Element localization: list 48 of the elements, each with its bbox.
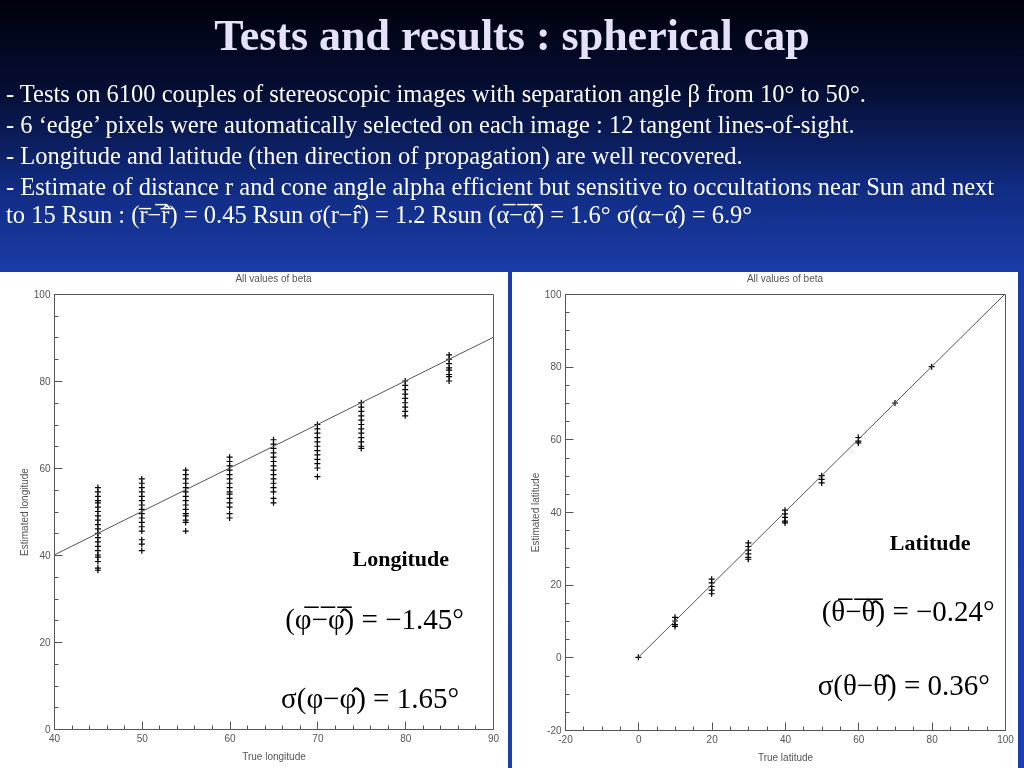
x-tick-label: 40	[779, 733, 792, 745]
y-tick-label: 0	[44, 723, 51, 735]
x-tick-label: 20	[706, 733, 719, 745]
y-tick-label: -20	[547, 724, 562, 736]
x-tick-label: 100	[997, 733, 1015, 745]
x-tick-label: 50	[136, 732, 149, 744]
text: - Estimate of distance r and cone angle alpha efficient but sensitive to occultations near Sun and next to 15 Rsun : (r̅−̅r̂̅) = 0.45 Rsun σ(r−r̂) = 1.2 Rsun (α̅−̅α̂̅) = 1.6° σ(α−α̂) = 6.9°	[6, 173, 995, 229]
annotation: σ(θ−θ̂) = 0.36°	[817, 669, 990, 703]
text: - Longitude and latitude (then direction of propagation) are well recovered.	[6, 142, 743, 170]
x-axis-title: True longitude	[242, 750, 307, 762]
x-tick-label: 80	[926, 733, 939, 745]
y-tick-label: 40	[39, 549, 51, 561]
x-tick-label: 0	[636, 733, 643, 745]
point	[671, 617, 679, 625]
annotation: Latitude	[889, 529, 971, 555]
annotation: Longitude	[352, 546, 450, 572]
chart-title: All values of beta	[235, 273, 313, 284]
x-tick-label: 70	[312, 732, 324, 744]
y-axis-title: Estimated longitude	[18, 467, 30, 556]
y-tick-label: 80	[550, 361, 562, 373]
x-tick-label: 80	[400, 732, 412, 744]
y-tick-label: 60	[550, 433, 562, 445]
point	[891, 399, 899, 407]
y-tick-label: 40	[550, 506, 562, 518]
x-tick-label: 90	[487, 732, 500, 744]
text: - 6 ‘edge’ pixels were automatically selected on each image : 12 tangent lines-of-sight.	[6, 111, 855, 138]
y-tick-label: 100	[33, 288, 51, 300]
point	[744, 539, 752, 547]
y-tick-label: 0	[555, 651, 562, 663]
x-tick-label: -20	[558, 733, 574, 745]
y-tick-label: 100	[544, 288, 562, 300]
x-axis-title: True latitude	[757, 751, 814, 763]
chart-title: All values of beta	[746, 273, 824, 284]
annotation: (θ̅−̅θ̂̅) = −0.24°	[821, 595, 995, 629]
x-tick-label: 60	[853, 733, 865, 745]
point	[818, 479, 826, 487]
y-axis-title: Estimated latitude	[529, 472, 541, 553]
y-tick-label: 60	[39, 462, 51, 474]
text: - Tests on 6100 couples of stereoscopic images with separation angle β from 10° to 50°.	[6, 80, 866, 107]
y-tick-label: 20	[550, 579, 562, 591]
x-tick-label: 40	[48, 732, 61, 744]
x-tick-label: 60	[224, 732, 237, 744]
y-tick-label: 20	[39, 636, 51, 648]
annotation: σ(φ−φ̂) = 1.65°	[281, 681, 460, 715]
point	[708, 586, 716, 594]
annotation: (φ̅−̅φ̂̅) = −1.45°	[285, 603, 464, 637]
y-tick-label: 80	[39, 375, 51, 387]
text: Tests and results : spherical cap	[214, 11, 810, 60]
